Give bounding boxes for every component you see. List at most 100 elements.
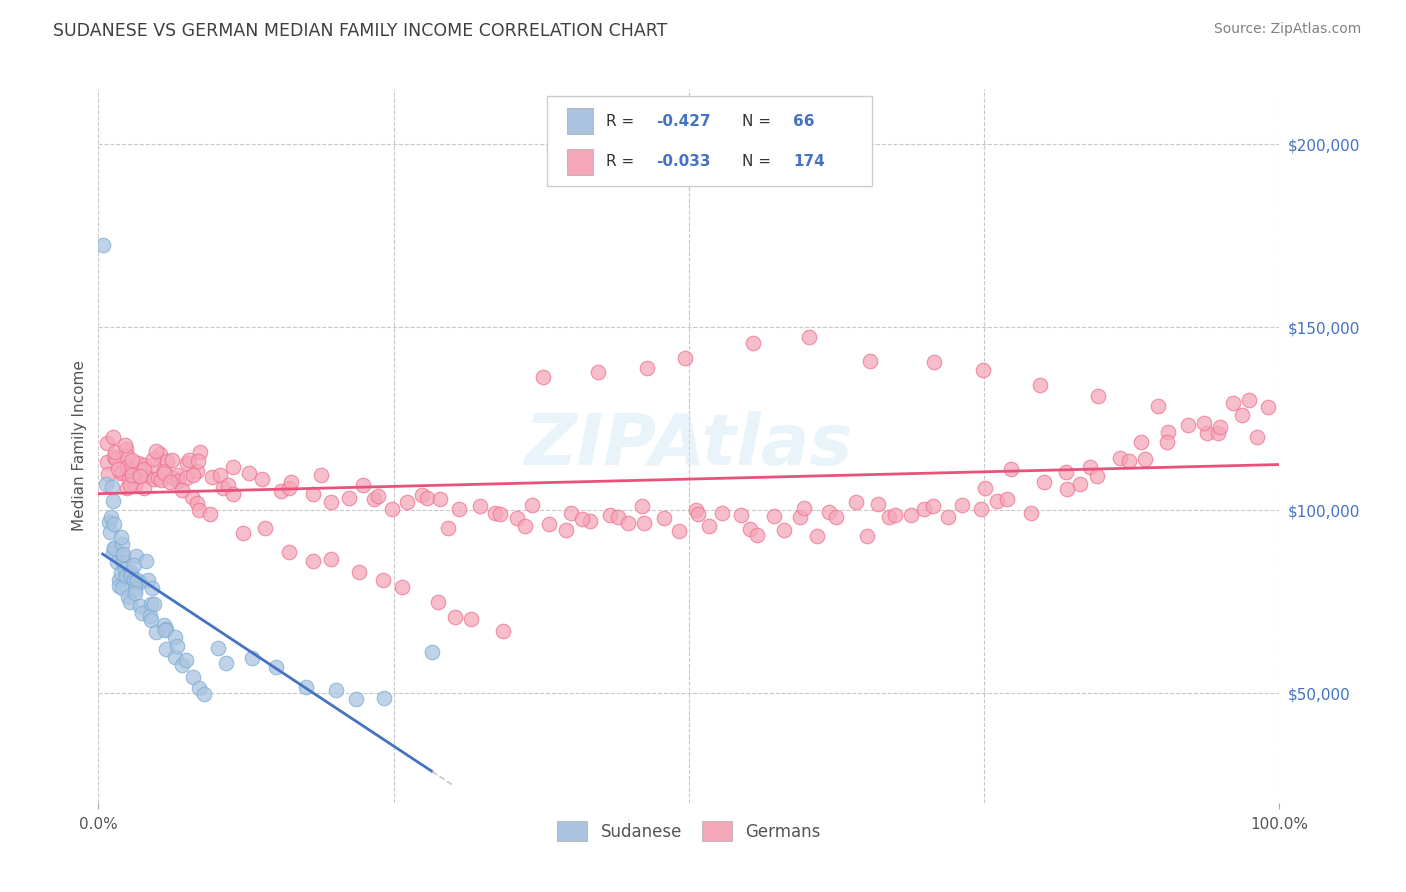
Point — [97, 515, 120, 529]
Point — [250, 472, 273, 486]
Point — [146, 471, 169, 485]
Point — [96, 477, 118, 491]
Point — [149, 474, 172, 488]
Point — [1069, 477, 1091, 491]
Point — [163, 649, 186, 664]
Point — [631, 499, 654, 513]
Point — [1021, 507, 1043, 521]
Point — [264, 660, 287, 674]
Point — [1156, 435, 1178, 450]
Point — [970, 502, 993, 516]
Text: -0.033: -0.033 — [655, 154, 710, 169]
Point — [145, 444, 167, 458]
Text: 66: 66 — [793, 114, 814, 128]
Point — [114, 438, 136, 452]
Point — [103, 430, 125, 444]
Point — [142, 458, 165, 473]
Point — [986, 494, 1008, 508]
Point — [124, 586, 146, 600]
Point — [124, 574, 146, 589]
Point — [118, 462, 141, 476]
Point — [817, 506, 839, 520]
Point — [240, 650, 263, 665]
Point — [117, 590, 139, 604]
Point — [127, 573, 149, 587]
Point — [107, 573, 129, 587]
Point — [747, 528, 769, 542]
Point — [132, 462, 155, 476]
Point — [1197, 426, 1219, 441]
Point — [254, 521, 277, 535]
Point — [797, 330, 820, 344]
Point — [416, 491, 439, 506]
Point — [280, 475, 302, 490]
Point — [98, 524, 121, 539]
Point — [124, 574, 146, 588]
Point — [824, 509, 846, 524]
Point — [599, 508, 621, 523]
Point — [391, 580, 413, 594]
Point — [162, 471, 184, 485]
Point — [127, 457, 149, 471]
Point — [128, 599, 150, 614]
Point — [141, 582, 163, 596]
Point — [115, 481, 138, 495]
Point — [730, 508, 752, 522]
Point — [447, 502, 470, 516]
Point — [208, 468, 231, 483]
Bar — [567, 109, 593, 134]
Point — [738, 522, 761, 536]
Point — [238, 466, 260, 480]
Point — [1209, 419, 1232, 434]
Point — [104, 445, 127, 459]
Point — [586, 365, 609, 379]
FancyBboxPatch shape — [547, 96, 872, 186]
Point — [301, 553, 323, 567]
Point — [159, 475, 181, 490]
Bar — [567, 149, 593, 175]
Point — [96, 454, 118, 468]
Point — [877, 510, 900, 524]
Point — [174, 653, 197, 667]
Point — [187, 502, 209, 516]
Point — [187, 681, 209, 696]
Point — [325, 683, 347, 698]
Point — [773, 523, 796, 537]
Point — [174, 471, 197, 485]
Point — [125, 549, 148, 563]
Point — [107, 462, 129, 476]
Point — [170, 657, 193, 672]
Point — [793, 501, 815, 516]
Point — [673, 351, 696, 365]
Point — [922, 499, 945, 513]
Point — [1192, 416, 1215, 430]
Point — [278, 481, 301, 495]
Point — [436, 521, 458, 535]
Point — [207, 641, 229, 656]
Point — [132, 481, 155, 495]
Point — [1000, 462, 1022, 476]
Point — [181, 467, 204, 482]
Point — [143, 597, 166, 611]
Point — [101, 479, 124, 493]
Point — [1206, 425, 1229, 440]
Point — [309, 467, 332, 482]
Point — [344, 692, 367, 706]
Point — [100, 510, 122, 524]
Point — [114, 569, 136, 583]
Point — [232, 525, 254, 540]
Point — [470, 500, 492, 514]
Point — [136, 469, 159, 483]
Point — [1222, 396, 1244, 410]
Point — [607, 510, 630, 524]
Point — [321, 551, 343, 566]
Point — [129, 574, 152, 589]
Point — [128, 469, 150, 483]
Point — [741, 336, 763, 351]
Point — [974, 481, 997, 495]
Point — [522, 498, 544, 512]
Point — [155, 623, 177, 637]
Point — [1078, 460, 1101, 475]
Point — [101, 546, 124, 560]
Point — [149, 447, 172, 461]
